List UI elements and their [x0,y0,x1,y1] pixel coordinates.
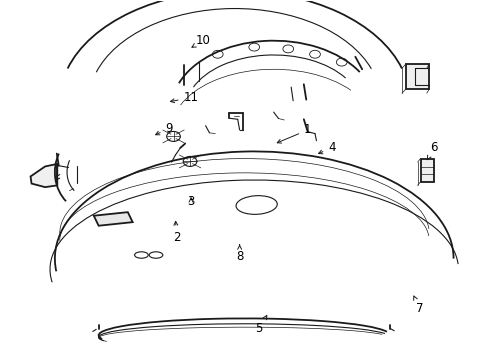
Text: 2: 2 [172,221,180,244]
Text: 7: 7 [413,296,423,315]
Text: 6: 6 [427,141,437,160]
Text: 8: 8 [236,245,243,263]
Text: 3: 3 [187,195,194,208]
Polygon shape [405,64,428,89]
Text: 11: 11 [170,91,198,104]
Text: 10: 10 [192,34,210,47]
Text: 9: 9 [155,122,173,135]
Polygon shape [94,212,132,226]
Text: 5: 5 [255,315,266,335]
Text: 4: 4 [318,141,335,154]
Text: 1: 1 [277,123,311,143]
Polygon shape [420,158,433,182]
Polygon shape [30,164,57,187]
